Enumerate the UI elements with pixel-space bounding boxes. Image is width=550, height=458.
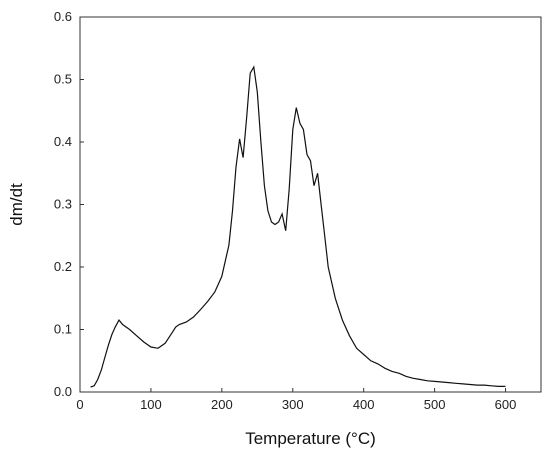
x-axis-ticks: 0 100 200 300 400 500 600: [76, 388, 516, 412]
x-tick-label: 500: [424, 397, 446, 412]
y-tick-label: 0.2: [54, 259, 72, 274]
x-axis-label: Temperature (°C): [245, 429, 376, 448]
y-tick-label: 0.4: [54, 134, 72, 149]
data-series-line: [90, 65, 506, 388]
y-tick-label: 0.6: [54, 9, 72, 24]
plot-area-frame: [79, 16, 542, 393]
y-tick-label: 0.3: [54, 197, 72, 212]
x-tick-label: 400: [353, 397, 375, 412]
y-tick-label: 0.1: [54, 322, 72, 337]
y-tick-label: 0.5: [54, 72, 72, 87]
y-tick-label: 0.0: [54, 384, 72, 399]
x-tick-label: 600: [495, 397, 517, 412]
x-tick-label: 0: [76, 397, 83, 412]
x-tick-label: 200: [211, 397, 233, 412]
y-axis-ticks: 0.0 0.1 0.2 0.3 0.4 0.5 0.6: [54, 9, 84, 399]
y-axis-label: dm/dt: [7, 183, 26, 226]
x-tick-label: 300: [282, 397, 304, 412]
x-tick-label: 100: [140, 397, 162, 412]
